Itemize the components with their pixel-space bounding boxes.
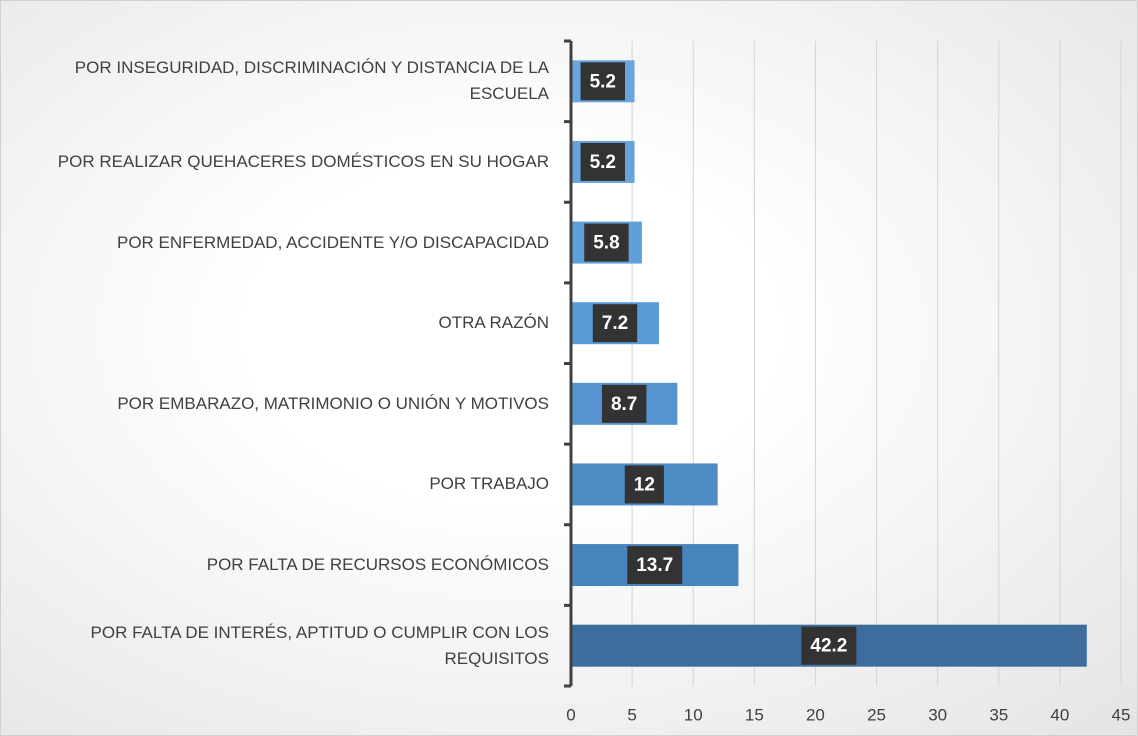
x-tick-label: 40 [1050, 705, 1069, 724]
x-tick-label: 30 [928, 705, 947, 724]
x-tick-label: 25 [867, 705, 886, 724]
data-label: 5.2 [590, 152, 616, 173]
category-label: POR EMBARAZO, MATRIMONIO O UNIÓN Y MOTIV… [117, 393, 549, 413]
x-tick-label: 20 [806, 705, 825, 724]
data-label-box [580, 142, 625, 181]
data-label: 5.2 [590, 71, 616, 92]
x-tick-label: 45 [1112, 705, 1131, 724]
data-label-box [601, 384, 647, 423]
data-label: 12 [634, 474, 655, 495]
category-label: POR INSEGURIDAD, DISCRIMINACIÓN Y DISTAN… [74, 58, 549, 104]
category-label: POR ENFERMEDAD, ACCIDENTE Y/O DISCAPACID… [117, 232, 549, 252]
category-label: POR REALIZAR QUEHACERES DOMÉSTICOS EN SU… [57, 151, 549, 171]
data-label: 8.7 [611, 394, 637, 415]
data-label-box [624, 465, 664, 504]
data-label-box [584, 223, 629, 262]
data-label-box [627, 546, 683, 585]
x-tick-label: 5 [627, 705, 636, 724]
x-tick-label: 0 [566, 705, 575, 724]
data-label-box [801, 626, 857, 665]
data-label: 7.2 [602, 313, 628, 334]
category-label: OTRA RAZÓN [438, 313, 549, 333]
x-tick-label: 10 [684, 705, 703, 724]
x-tick-label: 15 [745, 705, 764, 724]
data-label: 42.2 [810, 636, 847, 657]
data-label-box [592, 304, 638, 343]
category-label: POR TRABAJO [429, 474, 549, 494]
data-label-box [580, 62, 625, 101]
category-label: POR FALTA DE INTERÉS, APTITUD O CUMPLIR … [90, 622, 549, 668]
x-tick-label: 35 [989, 705, 1008, 724]
data-label: 5.8 [593, 233, 619, 254]
category-label: POR FALTA DE RECURSOS ECONÓMICOS [206, 555, 549, 575]
data-label: 13.7 [636, 555, 673, 576]
